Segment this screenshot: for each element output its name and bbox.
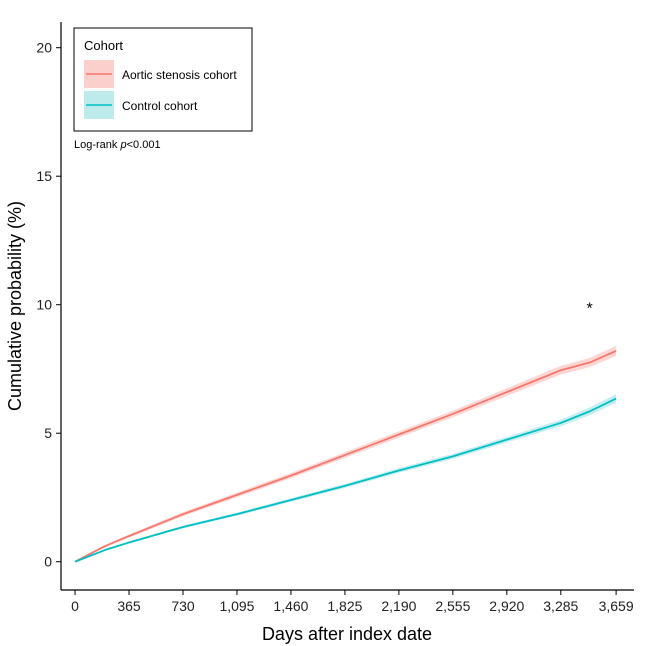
ticks: 0 365 730 1,095 1,460 1,825 2,190 2,555 2,920 3,2… <box>36 40 633 614</box>
legend-label-control: Control cohort <box>122 99 198 113</box>
legend-title: Cohort <box>84 38 123 53</box>
x-tick-label: 2,190 <box>381 598 416 614</box>
y-tick-label: 0 <box>44 554 52 570</box>
series-line-control <box>74 397 617 563</box>
x-tick-label: 0 <box>71 598 79 614</box>
legend-label-aortic: Aortic stenosis cohort <box>122 68 237 82</box>
x-tick-label: 2,555 <box>435 598 470 614</box>
x-tick-label: 1,095 <box>219 598 254 614</box>
x-tick-label: 2,920 <box>489 598 524 614</box>
significance-star: * <box>587 300 593 317</box>
legend: Cohort Aortic stenosis cohort Control co… <box>73 27 253 132</box>
ci-band-aortic <box>75 345 617 562</box>
logrank-p: p <box>119 139 126 151</box>
x-tick-label: 365 <box>117 598 141 614</box>
x-tick-label: 730 <box>171 598 195 614</box>
x-tick-label: 3,659 <box>599 598 634 614</box>
logrank-prefix: Log-rank <box>74 139 120 151</box>
logrank-annotation: Log-rank p<0.001 <box>74 139 161 151</box>
y-axis-title: Cumulative probability (%) <box>5 201 25 411</box>
x-tick-label: 1,825 <box>327 598 362 614</box>
plot-area <box>74 345 617 563</box>
x-tick-label: 1,460 <box>273 598 308 614</box>
logrank-value: <0.001 <box>127 139 161 151</box>
y-tick-label: 10 <box>36 297 52 313</box>
axes <box>60 22 634 591</box>
y-tick-label: 15 <box>36 168 52 184</box>
x-axis-title: Days after index date <box>262 624 432 644</box>
series-line-aortic <box>74 350 617 563</box>
y-tick-label: 5 <box>44 425 52 441</box>
y-tick-label: 20 <box>36 40 52 56</box>
ci-band-control <box>75 394 617 562</box>
x-tick-label: 3,285 <box>543 598 578 614</box>
